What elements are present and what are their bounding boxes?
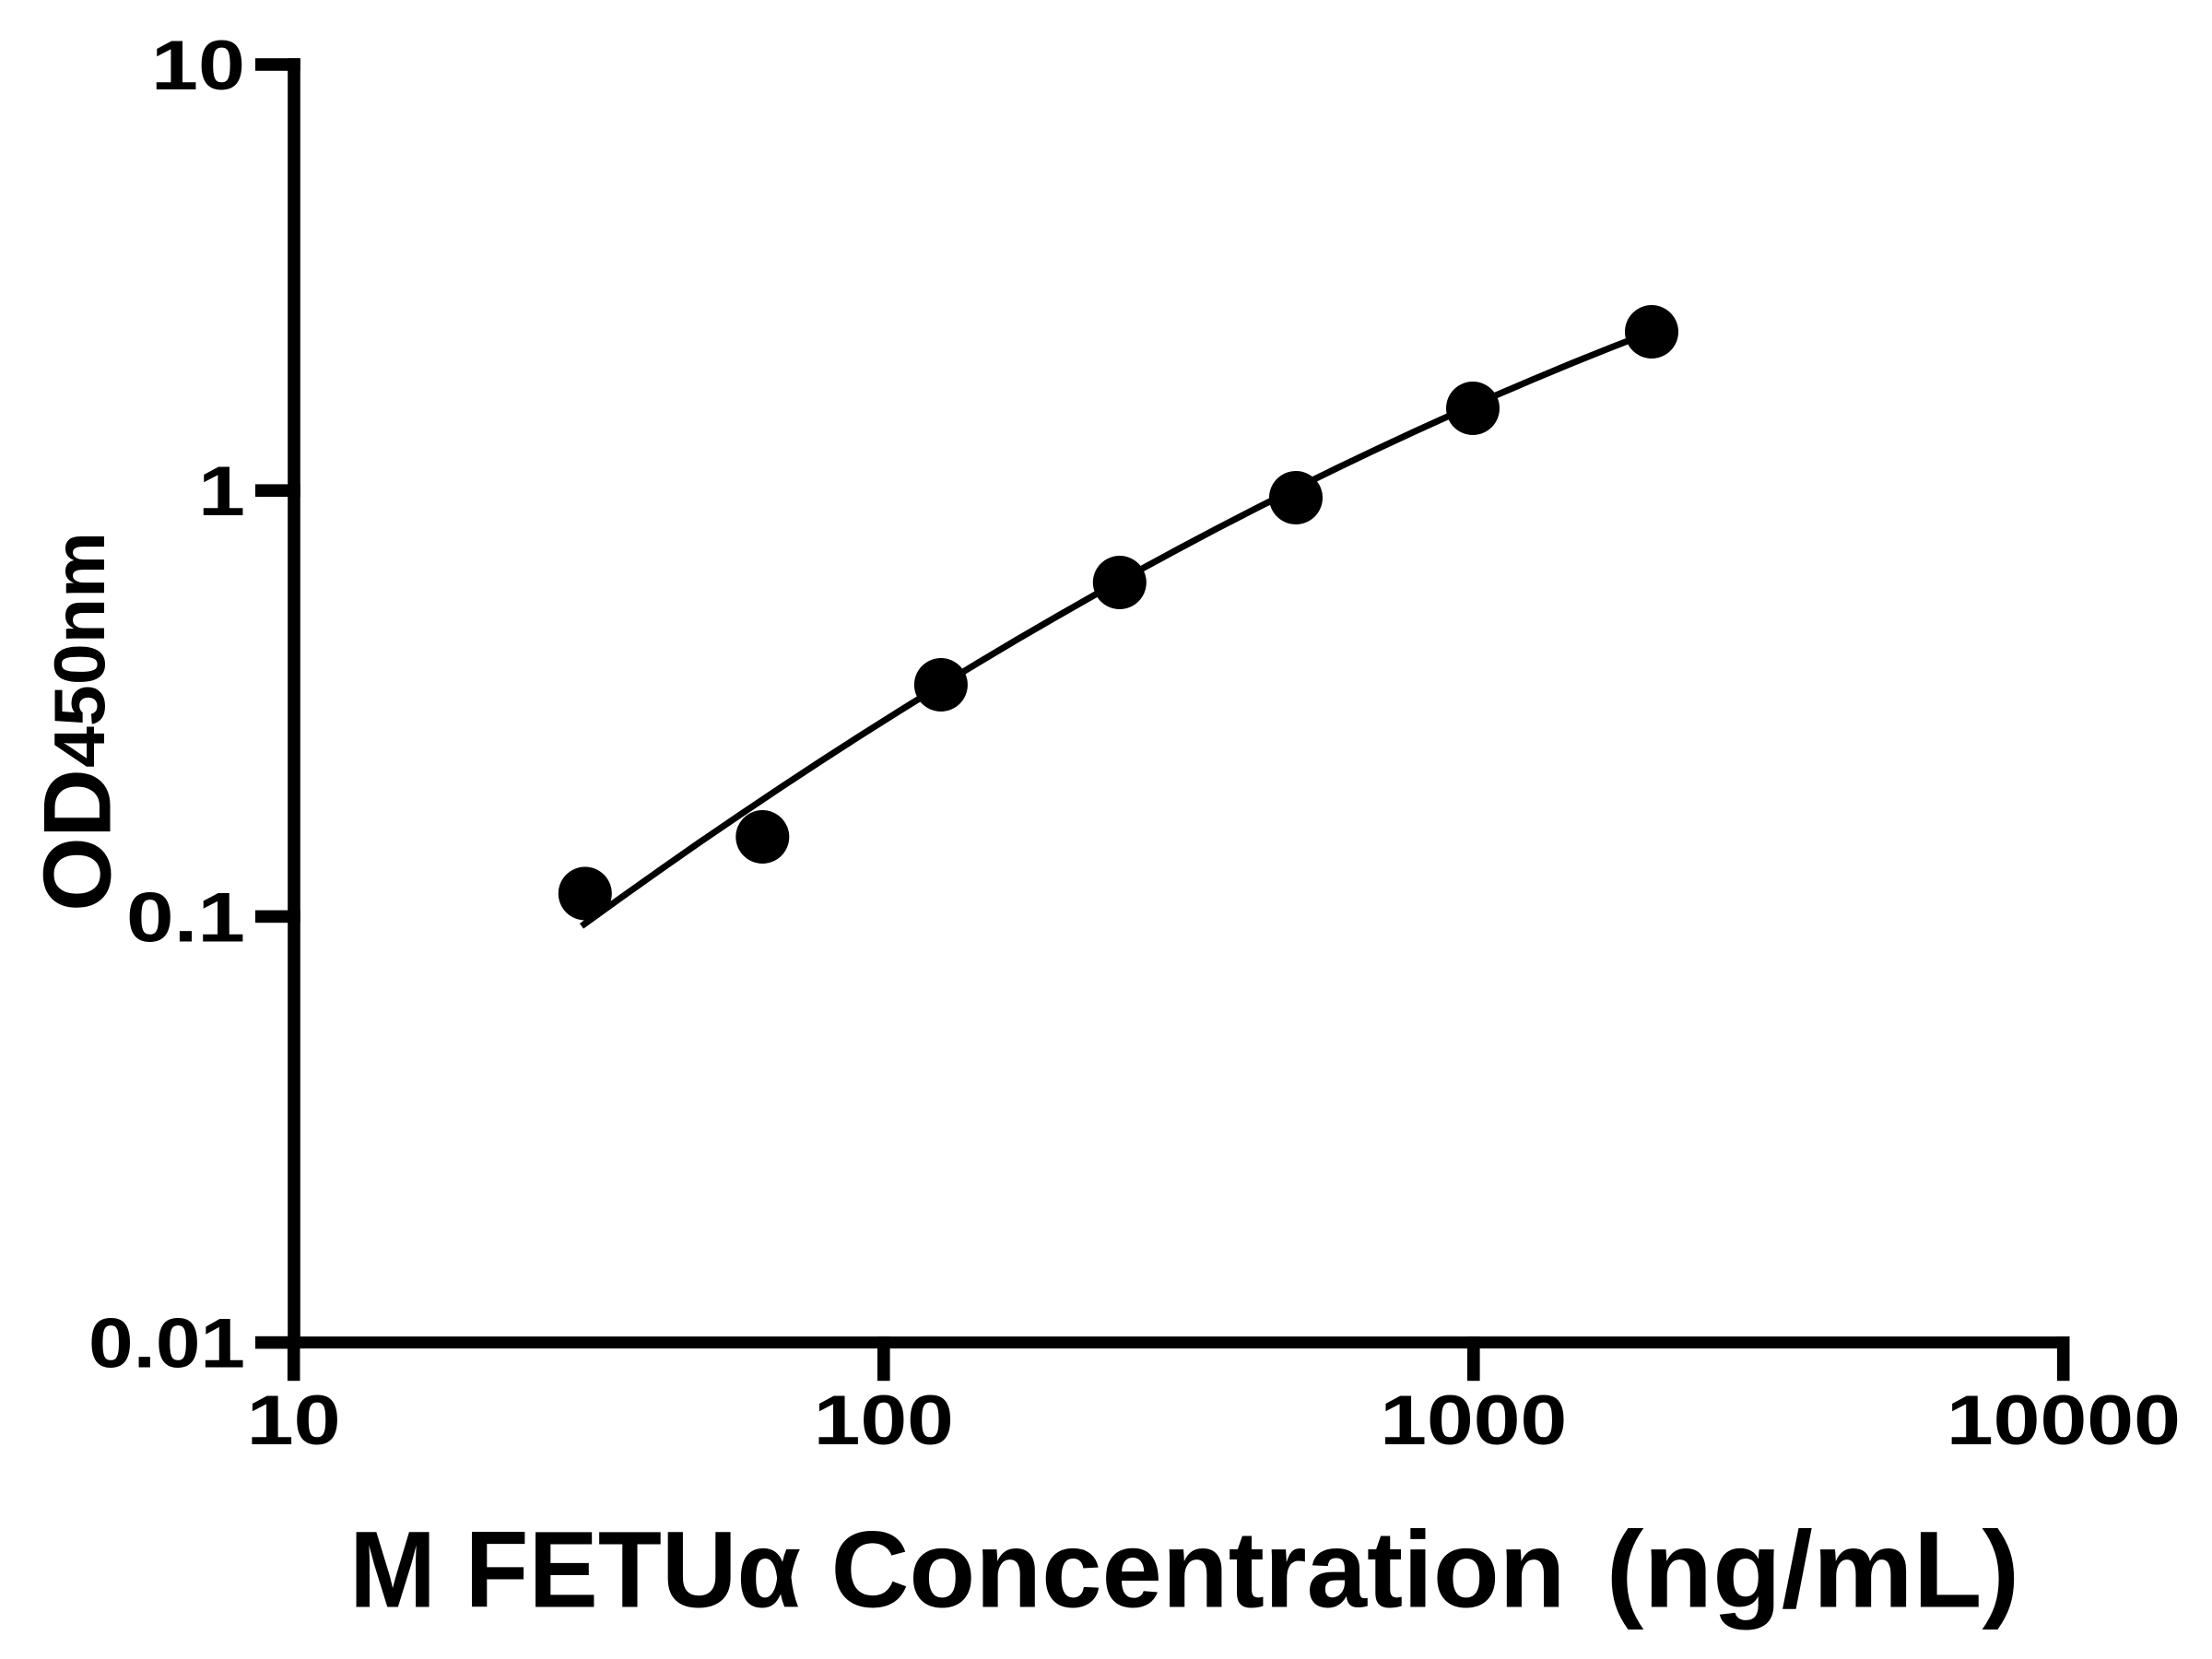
svg-text:M FETUα: M FETUα xyxy=(349,1509,801,1630)
svg-text:450nm: 450nm xyxy=(39,532,120,768)
svg-text:Concentration: Concentration xyxy=(831,1509,1566,1630)
svg-text:100: 100 xyxy=(814,1382,954,1460)
svg-text:10: 10 xyxy=(151,27,245,105)
svg-text:(ng/mL): (ng/mL) xyxy=(1606,1509,2020,1630)
svg-text:10000: 10000 xyxy=(1947,1382,2181,1460)
svg-text:1000: 1000 xyxy=(1380,1382,1567,1460)
svg-text:0.1: 0.1 xyxy=(126,878,245,957)
svg-text:0.01: 0.01 xyxy=(88,1305,245,1383)
svg-text:OD: OD xyxy=(24,769,131,912)
svg-text:1: 1 xyxy=(198,453,245,531)
svg-text:10: 10 xyxy=(247,1382,341,1460)
